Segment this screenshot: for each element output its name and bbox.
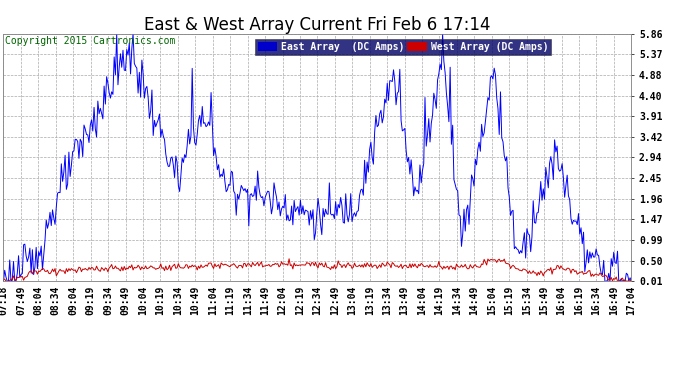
Text: Copyright 2015 Cartronics.com: Copyright 2015 Cartronics.com — [5, 36, 175, 46]
Title: East & West Array Current Fri Feb 6 17:14: East & West Array Current Fri Feb 6 17:1… — [144, 16, 491, 34]
Legend: East Array  (DC Amps), West Array (DC Amps): East Array (DC Amps), West Array (DC Amp… — [255, 39, 551, 55]
